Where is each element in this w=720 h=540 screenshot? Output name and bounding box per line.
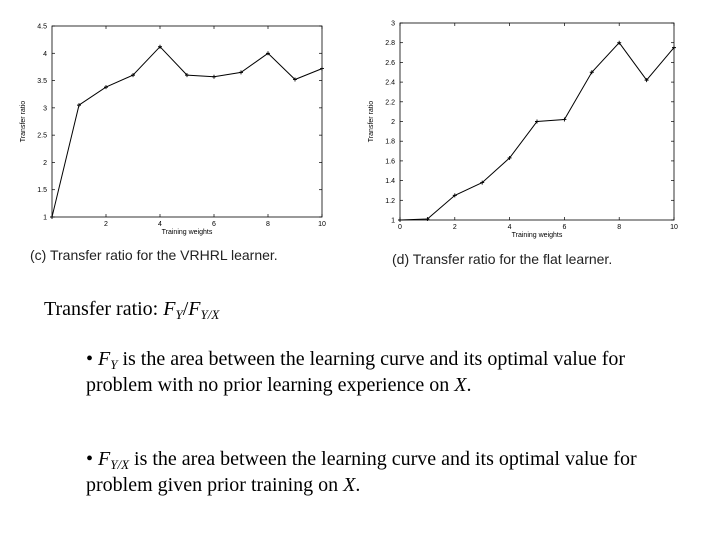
ratio-sub2: Y/X [200, 307, 220, 322]
bullet-1-marker: • [86, 348, 99, 370]
bullet-1-end: . [466, 374, 472, 396]
data-point [562, 117, 567, 122]
ratio-f1: F [163, 298, 176, 320]
bullet-1-text: is the area between the learning curve a… [86, 348, 626, 396]
y-tick-label: 1.6 [385, 158, 395, 165]
bullet-2-f: F [98, 448, 111, 470]
y-tick-label: 1.5 [37, 187, 47, 194]
y-axis-label: Transfer ratio [20, 101, 27, 142]
series-line [399, 41, 675, 221]
x-tick-label: 2 [453, 224, 457, 231]
data-point [507, 155, 512, 160]
data-point [672, 45, 676, 50]
x-tick-label: 8 [617, 224, 621, 231]
data-point [185, 73, 189, 78]
x-axis-label: Training weights [512, 232, 563, 239]
y-tick-label: 2.4 [385, 80, 395, 87]
data-point [50, 215, 54, 219]
chart-flat-transfer-ratio: 1 1.2 1.4 1.6 1.8 2 2.2 2.4 2.6 2.8 3 0 2 4 6 8 10 Traini… [354, 12, 684, 270]
data-point [131, 73, 135, 78]
y-tick-label: 1.2 [385, 198, 395, 205]
x-tick-label: 8 [266, 221, 270, 228]
bullet-1-f: F [98, 348, 111, 370]
chart-vrhrl-transfer-ratio: 1 1.5 2 2.5 3 3.5 4 4.5 2 4 6 8 10 Training weights Tr… [12, 14, 332, 264]
data-point [535, 119, 539, 124]
bullet-1-x: X [454, 374, 467, 396]
y-tick-label: 2 [391, 119, 395, 126]
y-axis-label: Transfer ratio [368, 101, 375, 142]
data-point [293, 77, 297, 82]
y-tick-label: 3 [391, 21, 395, 28]
plot-frame [51, 25, 323, 218]
data-point [425, 217, 430, 222]
bullet-2-x: X [343, 474, 356, 496]
data-point [266, 51, 270, 56]
x-tick-label: 4 [508, 224, 512, 231]
y-tick-label: 2 [43, 160, 47, 167]
ratio-label: Transfer ratio: [44, 298, 164, 320]
x-tick-label: 6 [212, 221, 216, 228]
caption-flat: (d) Transfer ratio for the flat learner. [392, 251, 613, 267]
data-point [158, 44, 162, 49]
data-point [398, 218, 402, 222]
y-tick-label: 3.5 [37, 78, 47, 85]
x-tick-label: 10 [670, 224, 678, 231]
x-tick-label: 2 [104, 221, 108, 228]
chart-svg: 1 1.2 1.4 1.6 1.8 2 2.2 2.4 2.6 2.8 3 0 2 4 6 8 10 Traini… [368, 21, 678, 240]
data-point [589, 70, 594, 75]
y-tick-label: 2.8 [385, 40, 395, 47]
y-tick-label: 3 [43, 105, 47, 112]
y-tick-label: 2.6 [385, 60, 395, 67]
y-tick-label: 2.2 [385, 99, 395, 106]
x-tick-label: 10 [318, 221, 326, 228]
data-point [239, 70, 243, 75]
data-point [212, 74, 216, 79]
bullet-2-sub: Y/X [110, 457, 130, 472]
ratio-sub1: Y [175, 307, 183, 322]
ratio-f2: F [188, 298, 201, 320]
x-tick-label: 6 [562, 224, 566, 231]
bullet-2-text: is the area between the learning curve a… [86, 448, 637, 496]
data-point [644, 78, 649, 83]
data-point [104, 85, 108, 90]
y-tick-label: 1 [43, 215, 47, 222]
bullet-fy-definition: • FY is the area between the learning cu… [86, 346, 646, 398]
x-tick-label: 0 [398, 224, 402, 231]
data-point [617, 40, 622, 45]
series-line [51, 45, 323, 218]
bullet-2-end: . [355, 474, 361, 496]
y-tick-label: 1 [391, 218, 395, 225]
y-tick-label: 1.4 [385, 178, 395, 185]
x-axis-label: Training weights [162, 229, 213, 236]
y-tick-label: 4 [43, 51, 47, 58]
data-point [77, 103, 81, 108]
bullet-1-sub: Y [110, 357, 118, 372]
chart-svg: 1 1.5 2 2.5 3 3.5 4 4.5 2 4 6 8 10 Training weights Tr… [20, 24, 326, 237]
transfer-ratio-definition: Transfer ratio: FY/FY/X [44, 298, 219, 323]
y-tick-label: 4.5 [37, 24, 47, 31]
ratio-slash: / [182, 298, 189, 320]
data-point [452, 193, 457, 198]
data-point [480, 180, 485, 185]
caption-vrhrl: (c) Transfer ratio for the VRHRL learner… [30, 247, 278, 263]
bullet-2-marker: • [86, 448, 99, 470]
y-tick-label: 2.5 [37, 133, 47, 140]
y-tick-label: 1.8 [385, 139, 395, 146]
x-tick-label: 4 [158, 221, 162, 228]
bullet-fyx-definition: • FY/X is the area between the learning … [86, 446, 686, 498]
data-point [320, 66, 324, 71]
